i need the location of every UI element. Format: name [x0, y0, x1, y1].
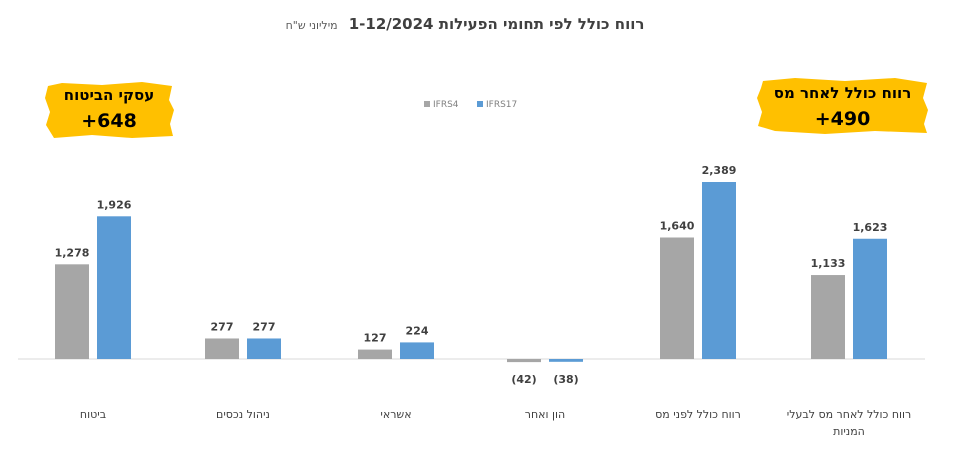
bar-ifrs4 [205, 338, 239, 359]
data-label-ifrs17: 1,623 [853, 221, 888, 234]
data-label-ifrs4: 1,278 [55, 246, 90, 259]
category-label: ניהול נכסים [216, 408, 270, 421]
callout-value: +490 [814, 108, 871, 130]
chart-title-row: רווח כולל לפי תחומי הפעילות 1-12/2024 מי… [0, 14, 930, 33]
category-label: רווח כולל לאחר מס לבעלי [787, 408, 912, 421]
data-label-ifrs4: 1,133 [811, 257, 846, 270]
category-label: המניות [833, 425, 865, 438]
data-label-ifrs17: 1,926 [97, 198, 132, 211]
bar-ifrs4 [811, 275, 845, 359]
data-label-ifrs4: 127 [364, 332, 387, 345]
bar-ifrs4 [358, 349, 392, 359]
bar-ifrs17 [247, 338, 281, 359]
highlight-brush-shape [757, 78, 928, 134]
data-label-ifrs17: 277 [253, 320, 276, 333]
legend-label-ifrs17: IFRS17 [486, 100, 517, 110]
data-label-ifrs4: 277 [211, 320, 234, 333]
legend-label-ifrs4: IFRS4 [433, 100, 459, 110]
bar-ifrs4 [507, 359, 541, 363]
category-label: אשראי [380, 408, 411, 421]
bar-ifrs17 [549, 359, 583, 362]
callout-label: עסקי הביטוח [63, 86, 155, 104]
category-label: הון ואחר [525, 408, 565, 421]
net-profit-delta-callout: רווח כולל לאחר מס +490 [755, 76, 930, 136]
legend-swatch-ifrs4 [424, 101, 430, 107]
data-label-ifrs17: (38) [553, 373, 578, 386]
bar-ifrs17 [400, 342, 434, 359]
category-label: ביטוח [80, 408, 106, 421]
highlight-brush-shape [45, 82, 174, 138]
data-label-ifrs4: (42) [511, 373, 536, 386]
insurance-delta-callout: עסקי הביטוח +648 [42, 80, 176, 140]
bar-ifrs17 [97, 216, 131, 359]
data-label-ifrs4: 1,640 [660, 219, 695, 232]
chart-subtitle: מיליוני ש"ח [285, 19, 338, 32]
data-label-ifrs17: 224 [406, 324, 429, 337]
callout-value: +648 [81, 110, 137, 132]
legend-swatch-ifrs17 [477, 101, 483, 107]
bar-ifrs4 [55, 264, 89, 359]
bar-ifrs17 [853, 238, 887, 359]
bar-ifrs17 [702, 182, 736, 359]
bar-ifrs4 [660, 237, 694, 359]
callout-label: רווח כולל לאחר מס [773, 84, 912, 102]
data-label-ifrs17: 2,389 [702, 164, 737, 177]
chart-title: רווח כולל לפי תחומי הפעילות 1-12/2024 [348, 15, 645, 33]
category-label: רווח כולל לפני מס [655, 408, 741, 421]
